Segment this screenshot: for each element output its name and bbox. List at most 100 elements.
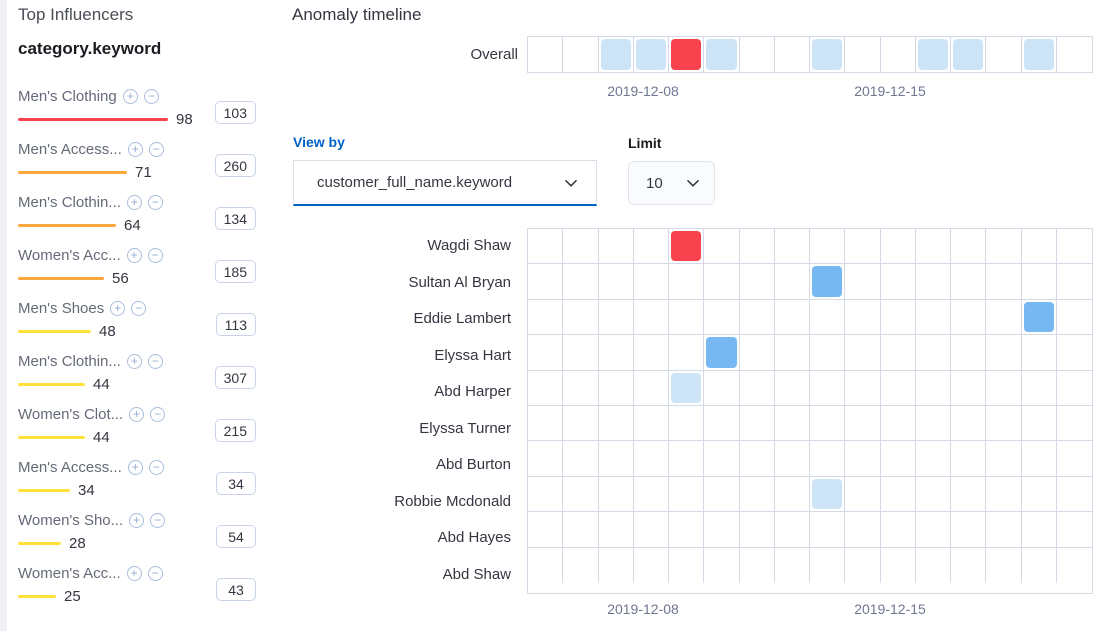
swimlane-cell[interactable]	[916, 37, 951, 72]
swimlane-cell[interactable]	[810, 547, 846, 583]
minus-circle-icon[interactable]: −	[150, 512, 166, 528]
swimlane-cell[interactable]	[634, 229, 669, 264]
anomaly-marker[interactable]	[635, 39, 666, 70]
swimlane-cell[interactable]	[599, 547, 634, 583]
swimlane-cell[interactable]	[669, 547, 705, 583]
swimlane-cell[interactable]	[563, 335, 599, 370]
swimlane-cell[interactable]	[1057, 512, 1092, 546]
minus-circle-icon[interactable]: −	[131, 300, 147, 316]
swimlane-cell[interactable]	[1057, 548, 1092, 583]
plus-circle-icon[interactable]: +	[126, 353, 142, 369]
swimlane-cell[interactable]	[881, 370, 916, 405]
swimlane-cell[interactable]	[951, 37, 987, 72]
swimlane-cell[interactable]	[599, 229, 634, 264]
swimlane-cell[interactable]	[845, 441, 881, 476]
anomaly-marker[interactable]	[671, 372, 702, 403]
swimlane-cell[interactable]	[810, 299, 846, 335]
swimlane-cell[interactable]	[810, 512, 846, 547]
swimlane-cell[interactable]	[986, 547, 1022, 583]
swimlane-cell[interactable]	[810, 405, 846, 441]
anomaly-marker[interactable]	[600, 39, 631, 70]
swimlane-cell[interactable]	[1057, 229, 1092, 263]
swimlane-cell[interactable]	[563, 547, 599, 583]
swimlane-cell[interactable]	[881, 512, 916, 547]
swimlane-cell[interactable]	[528, 547, 564, 583]
swimlane-cell[interactable]	[951, 299, 987, 335]
anomaly-marker[interactable]	[917, 39, 948, 70]
swimlane-cell[interactable]	[528, 37, 564, 72]
anomaly-marker[interactable]	[812, 266, 843, 297]
swimlane-cell[interactable]	[916, 370, 951, 405]
swimlane-cell[interactable]	[845, 37, 881, 72]
anomaly-marker[interactable]	[812, 39, 843, 70]
swimlane-cell[interactable]	[986, 476, 1022, 512]
swimlane-cell[interactable]	[528, 299, 564, 335]
swimlane-cell[interactable]	[740, 299, 775, 335]
swimlane-cell[interactable]	[563, 476, 599, 512]
anomaly-marker[interactable]	[1023, 301, 1054, 333]
swimlane-cell[interactable]	[775, 370, 810, 405]
swimlane-cell[interactable]	[986, 299, 1022, 335]
swimlane-cell[interactable]	[563, 405, 599, 441]
swimlane-cell[interactable]	[986, 512, 1022, 547]
swimlane-cell[interactable]	[810, 370, 846, 405]
swimlane-cell[interactable]	[775, 547, 810, 583]
swimlane-cell[interactable]	[669, 441, 705, 476]
swimlane-cell[interactable]	[881, 299, 916, 335]
swimlane-cell[interactable]	[986, 405, 1022, 441]
anomaly-marker[interactable]	[812, 478, 843, 510]
swimlane-cell[interactable]	[528, 264, 564, 299]
swimlane-cell[interactable]	[916, 512, 951, 547]
swimlane-cell[interactable]	[1022, 476, 1057, 512]
swimlane-cell[interactable]	[916, 547, 951, 583]
swimlane-cell[interactable]	[634, 441, 669, 476]
swimlane-cell[interactable]	[775, 229, 810, 264]
swimlane-cell[interactable]	[951, 512, 987, 547]
minus-circle-icon[interactable]: −	[150, 406, 166, 422]
plus-circle-icon[interactable]: +	[127, 459, 143, 475]
swimlane-cell[interactable]	[669, 264, 705, 299]
swimlane-cell[interactable]	[704, 37, 740, 72]
swimlane-cell[interactable]	[599, 299, 634, 335]
swimlane-cell[interactable]	[740, 547, 775, 583]
swimlane-cell[interactable]	[986, 370, 1022, 405]
swimlane-cell[interactable]	[916, 335, 951, 370]
swimlane-cell[interactable]	[528, 476, 564, 512]
swimlane-cell[interactable]	[634, 547, 669, 583]
swimlane-cell[interactable]	[528, 441, 564, 476]
swimlane-cell[interactable]	[563, 512, 599, 547]
swimlane-cell[interactable]	[845, 299, 881, 335]
swimlane-cell[interactable]	[986, 229, 1022, 264]
swimlane-cell[interactable]	[528, 335, 564, 370]
swimlane-cell[interactable]	[951, 229, 987, 264]
swimlane-cell[interactable]	[845, 476, 881, 512]
minus-circle-icon[interactable]: −	[147, 194, 163, 210]
swimlane-cell[interactable]	[704, 299, 740, 335]
swimlane-cell[interactable]	[845, 547, 881, 583]
swimlane-cell[interactable]	[599, 476, 634, 512]
swimlane-cell[interactable]	[951, 405, 987, 441]
swimlane-cell[interactable]	[704, 405, 740, 441]
swimlane-cell[interactable]	[1022, 335, 1057, 370]
swimlane-cell[interactable]	[810, 37, 846, 72]
swimlane-cell[interactable]	[951, 547, 987, 583]
swimlane-cell[interactable]	[634, 405, 669, 441]
swimlane-cell[interactable]	[669, 335, 705, 370]
swimlane-cell[interactable]	[669, 299, 705, 335]
anomaly-marker[interactable]	[671, 39, 702, 70]
swimlane-cell[interactable]	[951, 370, 987, 405]
swimlane-cell[interactable]	[634, 370, 669, 405]
swimlane-cell[interactable]	[986, 335, 1022, 370]
swimlane-cell[interactable]	[951, 476, 987, 512]
swimlane-cell[interactable]	[951, 335, 987, 370]
swimlane-cell[interactable]	[634, 512, 669, 547]
swimlane-cell[interactable]	[1022, 229, 1057, 264]
swimlane-cell[interactable]	[599, 37, 634, 72]
swimlane-cell[interactable]	[634, 37, 669, 72]
swimlane-cell[interactable]	[775, 299, 810, 335]
swimlane-cell[interactable]	[528, 512, 564, 547]
swimlane-cell[interactable]	[775, 335, 810, 370]
swimlane-cell[interactable]	[704, 547, 740, 583]
swimlane-cell[interactable]	[704, 370, 740, 405]
swimlane-cell[interactable]	[563, 441, 599, 476]
